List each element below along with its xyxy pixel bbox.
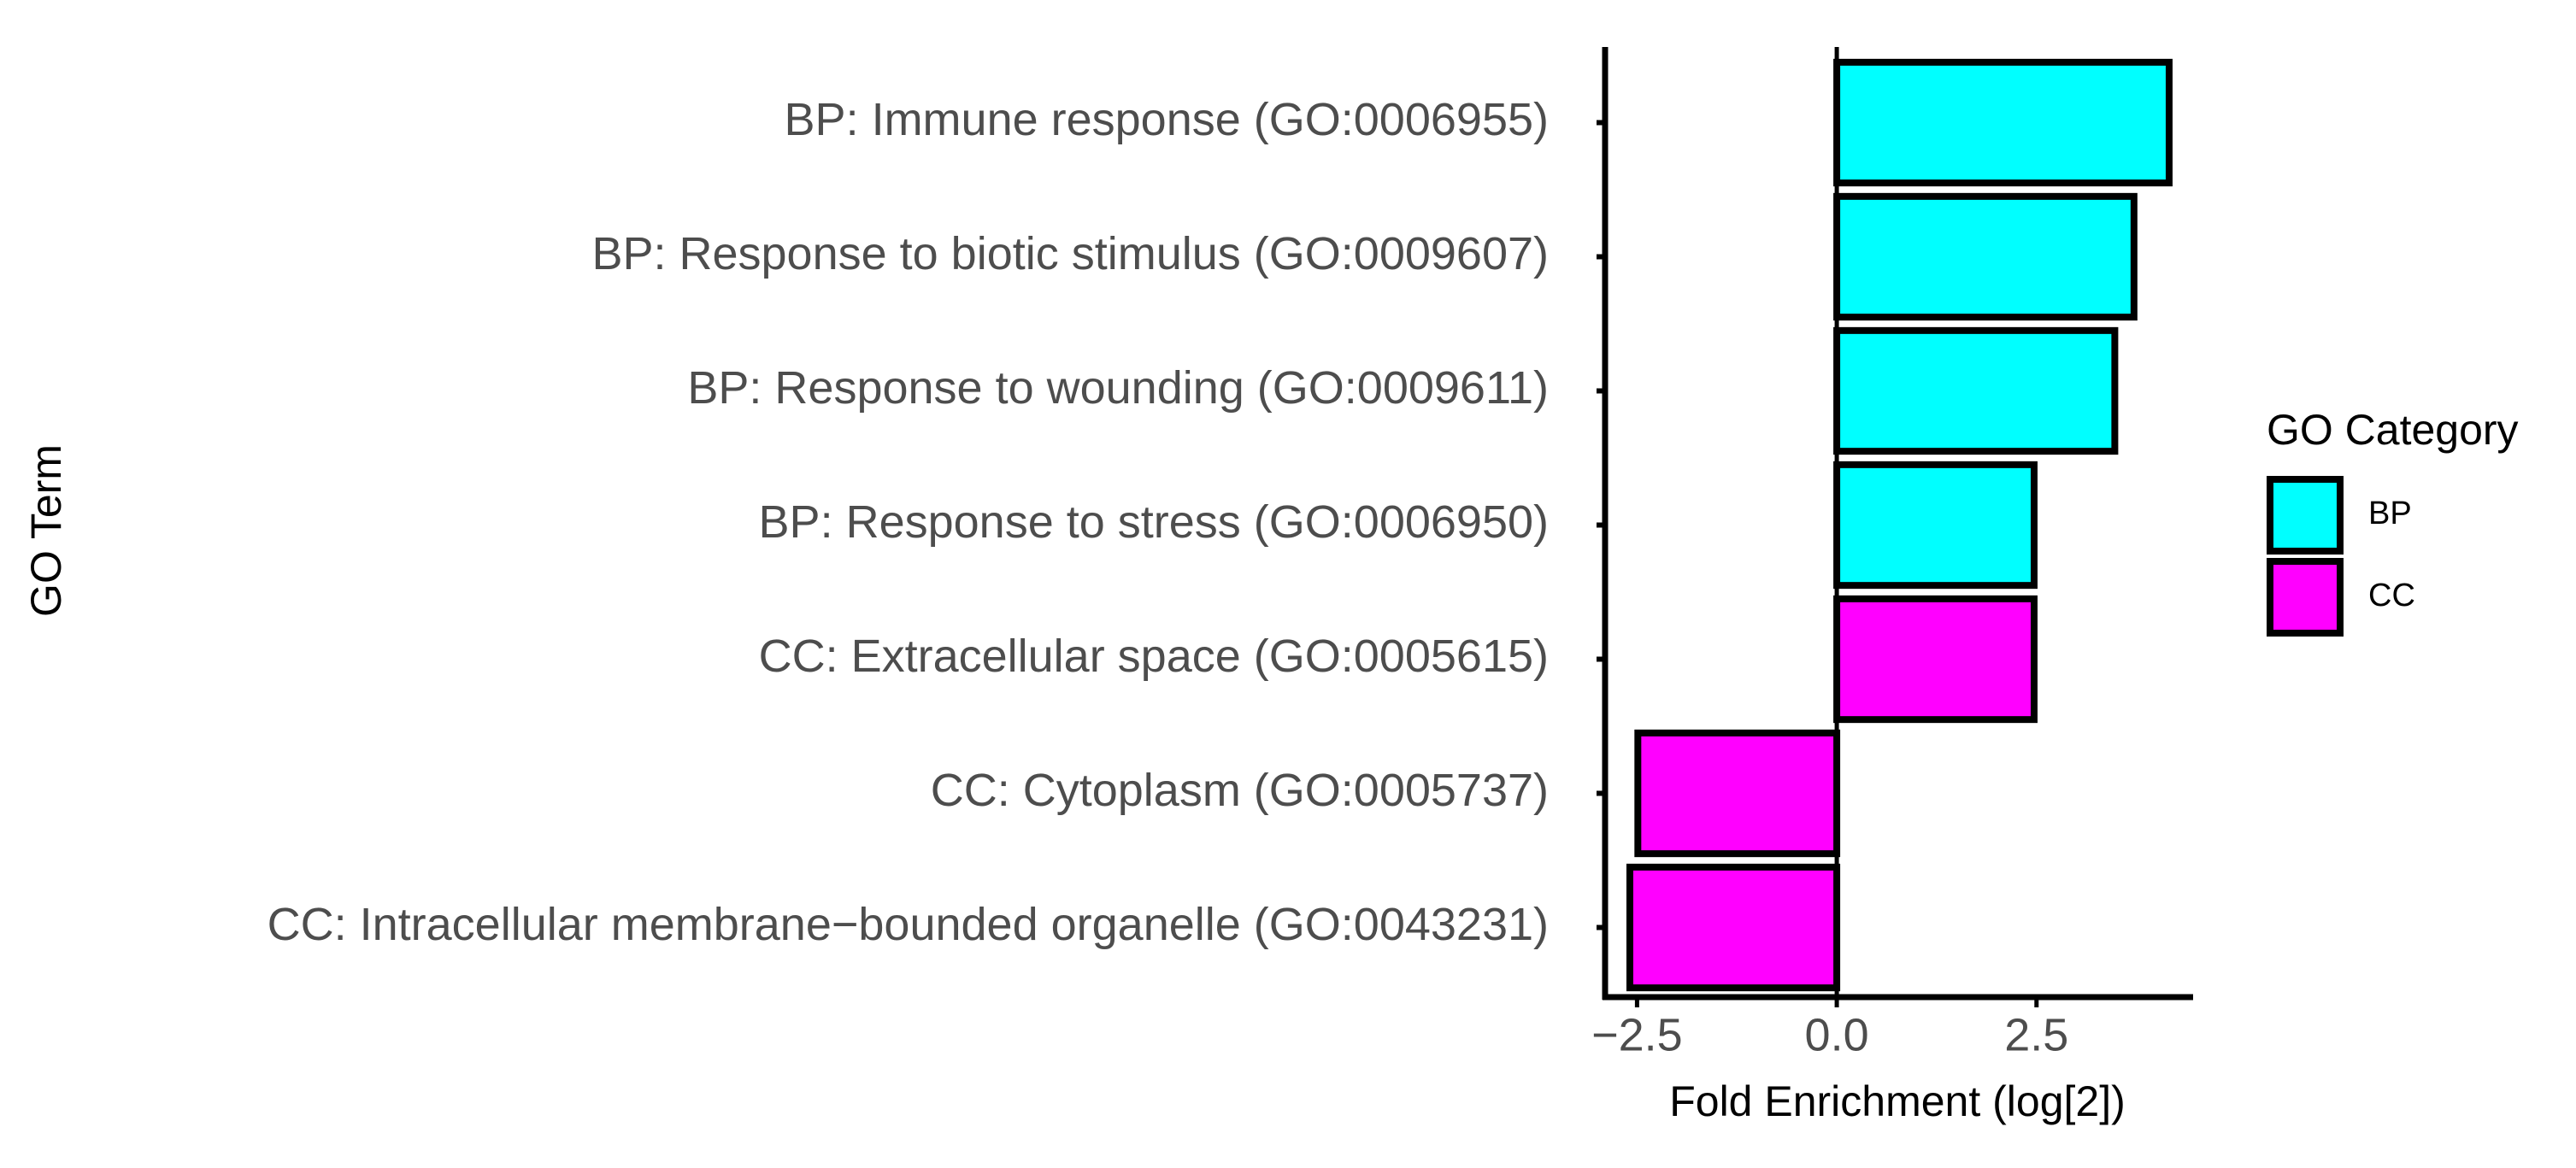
- y-tick-label: BP: Immune response (GO:0006955): [785, 94, 1549, 145]
- y-axis-title: GO Term: [22, 444, 70, 617]
- x-tick-label: −2.5: [1591, 1009, 1683, 1060]
- bar: [1833, 58, 2173, 187]
- y-tick-label: BP: Response to biotic stimulus (GO:0009…: [591, 228, 1549, 279]
- bar: [1833, 461, 2038, 590]
- legend-label: BP: [2368, 496, 2412, 531]
- legend-key: [2267, 558, 2344, 637]
- x-tick-label: 2.5: [2004, 1009, 2068, 1060]
- bar: [1833, 192, 2138, 321]
- y-tick-label: CC: Cytoplasm (GO:0005737): [931, 765, 1549, 816]
- bar: [1634, 729, 1841, 858]
- x-tick-label: 0.0: [1805, 1009, 1869, 1060]
- y-tick-label: CC: Intracellular membrane−bounded organ…: [268, 899, 1549, 950]
- bar: [1833, 326, 2119, 455]
- legend-label: CC: [2368, 578, 2415, 613]
- x-axis-title: Fold Enrichment (log[2]): [1669, 1077, 2126, 1125]
- bar: [1626, 863, 1841, 992]
- bar: [1833, 595, 2038, 724]
- y-tick-label: BP: Response to wounding (GO:0009611): [687, 362, 1549, 414]
- y-tick-label: CC: Extracellular space (GO:0005615): [759, 631, 1549, 682]
- y-tick-label: BP: Response to stress (GO:0006950): [759, 496, 1549, 548]
- legend-title: GO Category: [2267, 406, 2519, 454]
- legend-key: [2267, 476, 2344, 555]
